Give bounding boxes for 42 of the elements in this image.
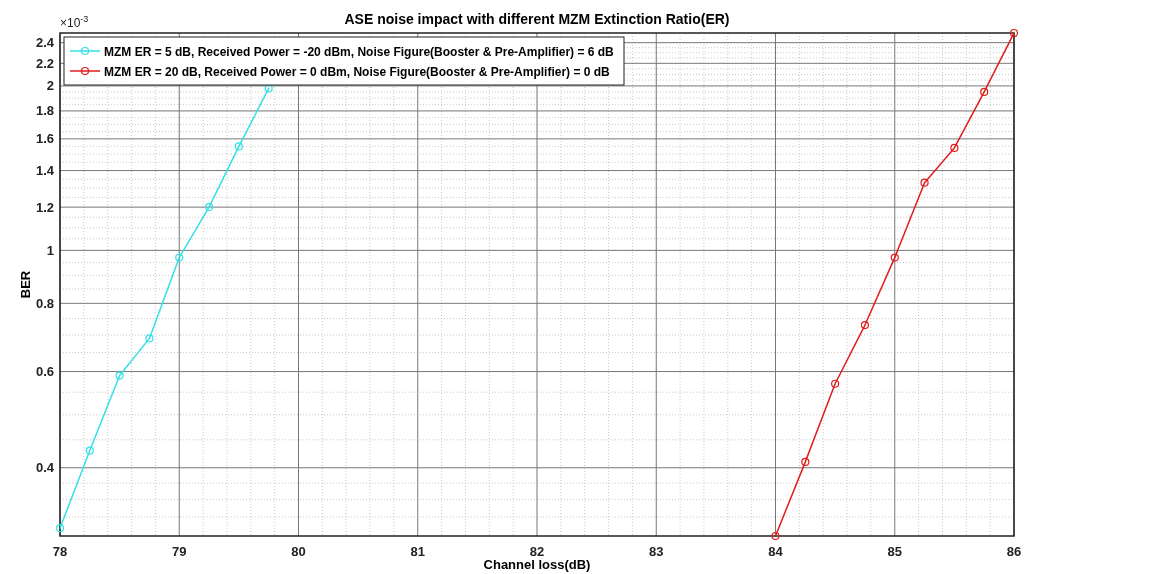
x-tick-label: 79 xyxy=(172,544,187,559)
y-tick-label: 1.2 xyxy=(35,199,54,215)
y-tick-label: 0.6 xyxy=(35,364,54,380)
point xyxy=(801,457,810,466)
chart-title: ASE noise impact with different MZM Extinction Ratio(ER) xyxy=(344,11,730,27)
x-tick-label: 78 xyxy=(52,544,68,559)
point xyxy=(950,143,959,153)
point xyxy=(234,142,243,151)
point xyxy=(175,253,184,262)
x-tick-label: 83 xyxy=(649,544,664,559)
x-axis-title: Channel loss(dB) xyxy=(483,557,591,572)
x-tick-label: 84 xyxy=(768,544,784,559)
point xyxy=(860,320,870,330)
y-tick-label: 1.8 xyxy=(35,103,54,119)
point xyxy=(831,379,840,388)
y-tick-label: 1 xyxy=(46,242,54,258)
x-tick-label: 82 xyxy=(529,544,545,559)
point xyxy=(55,524,65,533)
y-tick-label: 2.4 xyxy=(35,35,55,51)
point xyxy=(145,334,154,343)
point xyxy=(115,371,124,380)
point xyxy=(771,531,780,541)
y-tick-label: 2.2 xyxy=(35,55,54,71)
point xyxy=(980,87,989,97)
point xyxy=(890,253,899,262)
y-tick-label: 2 xyxy=(46,78,54,94)
point xyxy=(1009,28,1019,38)
y-tick-label: 0.4 xyxy=(35,460,55,476)
text: ×10$^{-3}$ xyxy=(60,14,89,30)
point xyxy=(204,203,214,212)
legend-label: MZM ER = 5 dB, Received Power = -20 dBm, Noise Figure(Booster & Pre-Amplifier) = 6 dB xyxy=(104,44,615,59)
point xyxy=(85,446,94,455)
y-tick-label: 1.6 xyxy=(35,131,54,147)
x-tick-label: 85 xyxy=(887,544,902,559)
x-tick-label: 81 xyxy=(410,544,425,559)
y-axis-title: BER xyxy=(18,270,33,299)
x-tick-label: 80 xyxy=(291,544,306,559)
y-tick-label: 0.8 xyxy=(35,295,54,311)
legend-label: MZM ER = 20 dB, Received Power = 0 dBm, Noise Figure(Booster & Pre-Amplifier) = 0 dB xyxy=(104,64,611,79)
x-tick-label: 86 xyxy=(1006,544,1022,559)
y-tick-label: 1.4 xyxy=(35,163,55,179)
point xyxy=(920,178,929,187)
